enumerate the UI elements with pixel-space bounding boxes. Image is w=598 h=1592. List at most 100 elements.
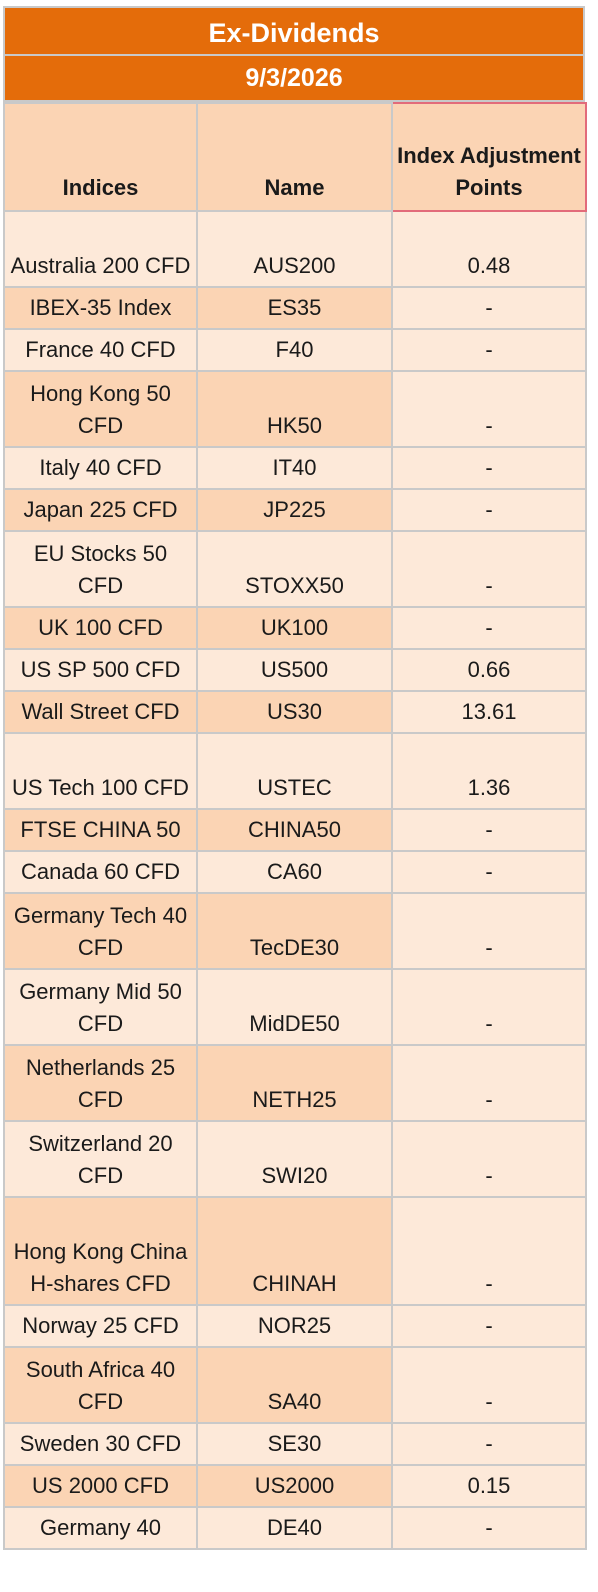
table-row: Australia 200 CFD AUS200 0.48 (3, 210, 587, 288)
ex-dividends-table: Indices Name Index Adjustment Points Aus… (3, 102, 587, 1550)
cell-points: - (391, 1506, 587, 1550)
cell-index: Wall Street CFD (3, 690, 198, 734)
cell-name: SWI20 (196, 1120, 393, 1198)
cell-name: CHINA50 (196, 808, 393, 852)
cell-index: IBEX-35 Index (3, 286, 198, 330)
table-row: Germany Tech 40 CFD TecDE30- (3, 892, 587, 970)
cell-index: France 40 CFD (3, 328, 198, 372)
cell-points: - (391, 808, 587, 852)
cell-points: 13.61 (391, 690, 587, 734)
cell-index: South Africa 40 CFD (3, 1346, 198, 1424)
cell-name: SE30 (196, 1422, 393, 1466)
cell-name: DE40 (196, 1506, 393, 1550)
cell-index: US 2000 CFD (3, 1464, 198, 1508)
cell-points: - (391, 1422, 587, 1466)
cell-index: Italy 40 CFD (3, 446, 198, 490)
cell-name: NETH25 (196, 1044, 393, 1122)
table-row: IBEX-35 Index ES35- (3, 286, 587, 330)
table-row: Germany 40 DE40- (3, 1506, 587, 1550)
cell-index: Hong Kong 50 CFD (3, 370, 198, 448)
cell-points: 0.66 (391, 648, 587, 692)
cell-name: STOXX50 (196, 530, 393, 608)
table-row: Italy 40 CFD IT40- (3, 446, 587, 490)
table-row: Hong Kong China H-shares CFD CHINAH - (3, 1196, 587, 1306)
table-row: Switzerland 20 CFD SWI20- (3, 1120, 587, 1198)
cell-name: F40 (196, 328, 393, 372)
table-row: US SP 500 CFD US500 0.66 (3, 648, 587, 692)
cell-index: Australia 200 CFD (3, 210, 198, 288)
cell-name: HK50 (196, 370, 393, 448)
cell-points: - (391, 1346, 587, 1424)
cell-points: 0.15 (391, 1464, 587, 1508)
table-body: Australia 200 CFD AUS200 0.48 IBEX-35 Index… (3, 210, 587, 1550)
column-header-points: Index Adjustment Points (391, 102, 587, 212)
cell-name: US30 (196, 690, 393, 734)
cell-index: UK 100 CFD (3, 606, 198, 650)
cell-name: US2000 (196, 1464, 393, 1508)
table-row: Sweden 30 CFD SE30- (3, 1422, 587, 1466)
cell-name: NOR25 (196, 1304, 393, 1348)
cell-points: 1.36 (391, 732, 587, 810)
cell-points: - (391, 1044, 587, 1122)
cell-index: EU Stocks 50 CFD (3, 530, 198, 608)
table-row: UK 100 CFD UK100- (3, 606, 587, 650)
cell-name: USTEC (196, 732, 393, 810)
cell-index: Sweden 30 CFD (3, 1422, 198, 1466)
cell-points: - (391, 606, 587, 650)
table-row: Canada 60 CFD CA60- (3, 850, 587, 894)
ex-dividends-sheet: Ex-Dividends 9/3/2026 Indices Name Index… (3, 6, 587, 1550)
cell-points: - (391, 1196, 587, 1306)
sheet-date: 9/3/2026 (3, 56, 585, 102)
cell-index: Japan 225 CFD (3, 488, 198, 532)
cell-name: ES35 (196, 286, 393, 330)
table-row: US 2000 CFD US2000 0.15 (3, 1464, 587, 1508)
cell-points: - (391, 488, 587, 532)
cell-points: - (391, 968, 587, 1046)
table-header-row: Indices Name Index Adjustment Points (3, 102, 587, 212)
cell-points: - (391, 530, 587, 608)
cell-points: - (391, 1304, 587, 1348)
table-row: US Tech 100 CFD USTEC 1.36 (3, 732, 587, 810)
cell-index: Hong Kong China H-shares CFD (3, 1196, 198, 1306)
cell-index: Norway 25 CFD (3, 1304, 198, 1348)
table-row: Hong Kong 50 CFD HK50- (3, 370, 587, 448)
cell-points: - (391, 1120, 587, 1198)
cell-index: Germany Tech 40 CFD (3, 892, 198, 970)
table-row: FTSE CHINA 50 CHINA50- (3, 808, 587, 852)
cell-points: - (391, 892, 587, 970)
table-row: EU Stocks 50 CFD STOXX50- (3, 530, 587, 608)
table-row: Netherlands 25 CFD NETH25- (3, 1044, 587, 1122)
cell-points: - (391, 446, 587, 490)
column-header-indices: Indices (3, 102, 198, 212)
table-row: Japan 225 CFD JP225- (3, 488, 587, 532)
cell-name: SA40 (196, 1346, 393, 1424)
cell-name: AUS200 (196, 210, 393, 288)
cell-name: JP225 (196, 488, 393, 532)
cell-index: Germany 40 (3, 1506, 198, 1550)
table-row: Germany Mid 50 CFD MidDE50- (3, 968, 587, 1046)
table-row: Wall Street CFD US30 13.61 (3, 690, 587, 734)
cell-index: Germany Mid 50 CFD (3, 968, 198, 1046)
cell-name: CHINAH (196, 1196, 393, 1306)
cell-index: Canada 60 CFD (3, 850, 198, 894)
cell-index: US SP 500 CFD (3, 648, 198, 692)
cell-name: MidDE50 (196, 968, 393, 1046)
cell-name: CA60 (196, 850, 393, 894)
cell-index: Switzerland 20 CFD (3, 1120, 198, 1198)
table-row: France 40 CFD F40- (3, 328, 587, 372)
cell-name: US500 (196, 648, 393, 692)
column-header-name: Name (196, 102, 393, 212)
cell-name: IT40 (196, 446, 393, 490)
cell-points: - (391, 328, 587, 372)
cell-index: Netherlands 25 CFD (3, 1044, 198, 1122)
table-row: South Africa 40 CFD SA40- (3, 1346, 587, 1424)
cell-name: UK100 (196, 606, 393, 650)
cell-index: FTSE CHINA 50 (3, 808, 198, 852)
cell-name: TecDE30 (196, 892, 393, 970)
cell-points: - (391, 850, 587, 894)
sheet-title: Ex-Dividends (3, 6, 585, 56)
cell-points: - (391, 370, 587, 448)
table-row: Norway 25 CFD NOR25- (3, 1304, 587, 1348)
cell-index: US Tech 100 CFD (3, 732, 198, 810)
cell-points: - (391, 286, 587, 330)
